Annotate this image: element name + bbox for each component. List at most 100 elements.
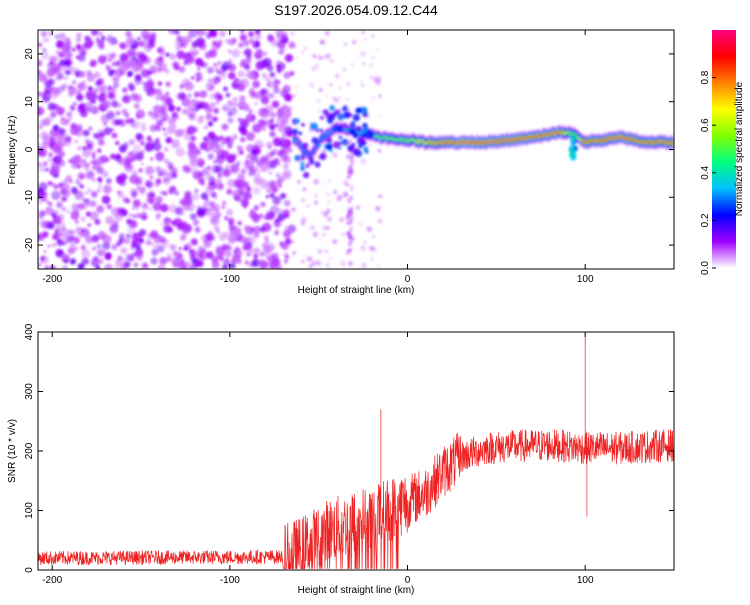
noise-blob xyxy=(217,39,223,45)
noise-blob xyxy=(86,150,92,156)
noise-blob xyxy=(268,170,273,175)
noise-blob xyxy=(247,36,255,43)
noise-blob xyxy=(369,257,374,261)
noise-blob xyxy=(264,235,269,240)
noise-blob xyxy=(313,178,320,185)
noise-blob xyxy=(215,145,223,153)
noise-blob xyxy=(80,50,87,56)
noise-blob xyxy=(88,126,93,131)
noise-blob xyxy=(207,153,214,160)
noise-blob xyxy=(166,125,176,135)
noise-blob xyxy=(210,191,217,198)
noise-blob xyxy=(56,201,63,209)
noise-blob xyxy=(138,229,147,237)
ridge-blob xyxy=(301,122,305,127)
noise-blob xyxy=(282,209,290,217)
noise-blob xyxy=(215,155,225,165)
noise-blob xyxy=(150,230,159,239)
noise-blob xyxy=(252,186,261,195)
chart-title: S197.2026.054.09.12.C44 xyxy=(274,2,438,18)
noise-blob xyxy=(283,259,288,264)
noise-blob xyxy=(333,97,339,103)
noise-blob xyxy=(328,179,331,183)
noise-blob xyxy=(38,91,42,97)
noise-blob xyxy=(318,238,322,241)
noise-blob xyxy=(378,94,382,98)
noise-blob xyxy=(289,70,295,77)
noise-blob xyxy=(209,181,215,187)
noise-blob xyxy=(244,244,252,252)
noise-blob xyxy=(87,86,93,92)
noise-blob xyxy=(110,99,118,108)
noise-blob xyxy=(360,84,364,87)
noise-blob xyxy=(244,57,252,65)
spectrogram-y-tick-label: -10 xyxy=(24,190,35,205)
noise-blob xyxy=(269,112,277,119)
noise-blob xyxy=(318,109,323,114)
noise-blob xyxy=(75,37,82,43)
colorbar-tick-label: 0.2 xyxy=(700,213,711,227)
noise-blob xyxy=(272,87,280,94)
noise-blob xyxy=(155,178,162,185)
noise-blob xyxy=(243,40,250,47)
noise-blob xyxy=(147,40,155,49)
noise-blob xyxy=(208,30,217,37)
noise-blob xyxy=(165,81,171,87)
noise-blob xyxy=(47,78,55,86)
noise-blob xyxy=(192,262,196,267)
noise-blob xyxy=(118,233,125,240)
noise-blob xyxy=(265,195,270,199)
noise-blob xyxy=(316,98,321,103)
ridge-blob xyxy=(294,154,301,162)
ridge-blob xyxy=(300,165,306,171)
noise-blob xyxy=(214,225,220,231)
noise-blob xyxy=(82,159,87,164)
noise-blob xyxy=(74,139,79,144)
ridge-spur xyxy=(348,208,353,213)
noise-blob xyxy=(104,252,112,260)
noise-blob xyxy=(56,213,65,222)
noise-blob xyxy=(133,93,142,103)
ridge-blob xyxy=(361,122,368,129)
noise-blob xyxy=(283,71,291,79)
noise-blob xyxy=(240,136,246,143)
noise-blob xyxy=(108,58,112,62)
noise-blob xyxy=(321,148,327,155)
noise-blob xyxy=(198,170,206,178)
noise-blob xyxy=(253,176,263,185)
noise-blob xyxy=(301,259,305,263)
noise-blob xyxy=(227,49,232,54)
noise-blob xyxy=(126,49,135,58)
noise-blob xyxy=(196,209,204,217)
noise-blob xyxy=(284,128,288,132)
noise-blob xyxy=(317,248,323,254)
noise-blob xyxy=(64,76,68,81)
noise-blob xyxy=(145,165,155,175)
ridge-blob xyxy=(359,137,364,143)
noise-blob xyxy=(270,38,279,47)
noise-blob xyxy=(148,207,152,211)
noise-blob xyxy=(51,182,57,188)
noise-blob xyxy=(96,40,105,48)
noise-blob xyxy=(96,148,102,153)
noise-blob xyxy=(132,144,141,153)
noise-blob xyxy=(216,94,224,101)
noise-blob xyxy=(255,48,262,55)
noise-blob xyxy=(210,215,218,223)
ridge-blob xyxy=(352,114,361,122)
noise-blob xyxy=(309,82,315,88)
noise-blob xyxy=(145,239,152,246)
noise-blob xyxy=(251,258,260,268)
noise-blob xyxy=(164,158,170,164)
noise-blob xyxy=(332,190,338,195)
ridge-blob xyxy=(572,155,577,159)
noise-blob xyxy=(141,162,145,166)
noise-blob xyxy=(141,202,149,210)
noise-blob xyxy=(211,164,220,174)
noise-blob xyxy=(269,123,276,131)
noise-blob xyxy=(250,91,258,99)
noise-blob xyxy=(371,56,375,59)
noise-blob xyxy=(61,265,69,269)
noise-blob xyxy=(155,151,165,162)
noise-blob xyxy=(159,203,169,213)
